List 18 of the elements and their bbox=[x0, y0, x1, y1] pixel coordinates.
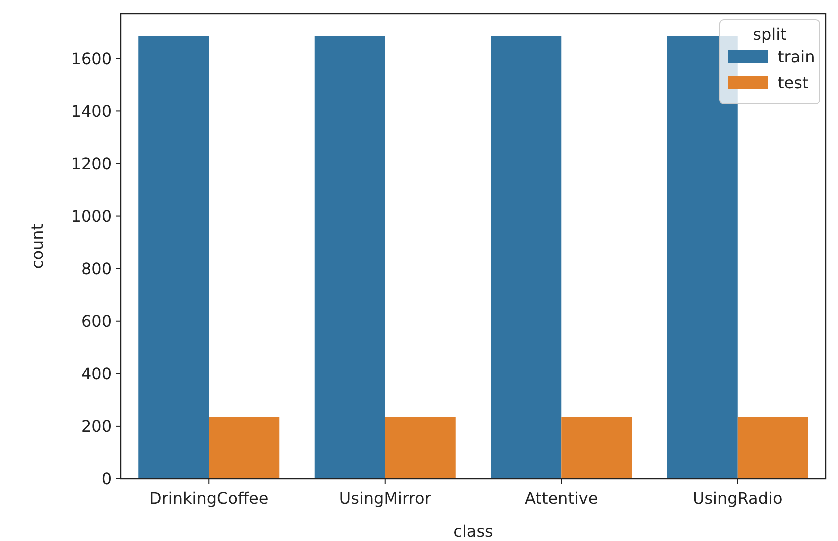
legend-label: train bbox=[778, 48, 816, 67]
y-tick-label: 400 bbox=[81, 364, 112, 384]
x-tick-label: UsingRadio bbox=[693, 489, 783, 508]
y-tick-label: 800 bbox=[81, 259, 112, 278]
y-axis-title: count bbox=[28, 224, 47, 270]
y-tick-label: 200 bbox=[81, 417, 112, 436]
legend-title: split bbox=[753, 25, 787, 44]
x-tick-label: UsingMirror bbox=[339, 489, 432, 508]
legend-label: test bbox=[778, 74, 809, 93]
x-tick-label: Attentive bbox=[525, 489, 598, 508]
y-tick-label: 1600 bbox=[71, 49, 112, 68]
y-tick-label: 600 bbox=[81, 312, 112, 331]
x-axis-title: class bbox=[454, 522, 494, 541]
x-tick-label: DrinkingCoffee bbox=[150, 489, 269, 508]
y-tick-label: 1200 bbox=[71, 154, 112, 174]
y-tick-label: 1400 bbox=[71, 102, 112, 121]
y-tick-label: 1000 bbox=[71, 206, 112, 226]
y-tick-label: 0 bbox=[102, 470, 112, 489]
